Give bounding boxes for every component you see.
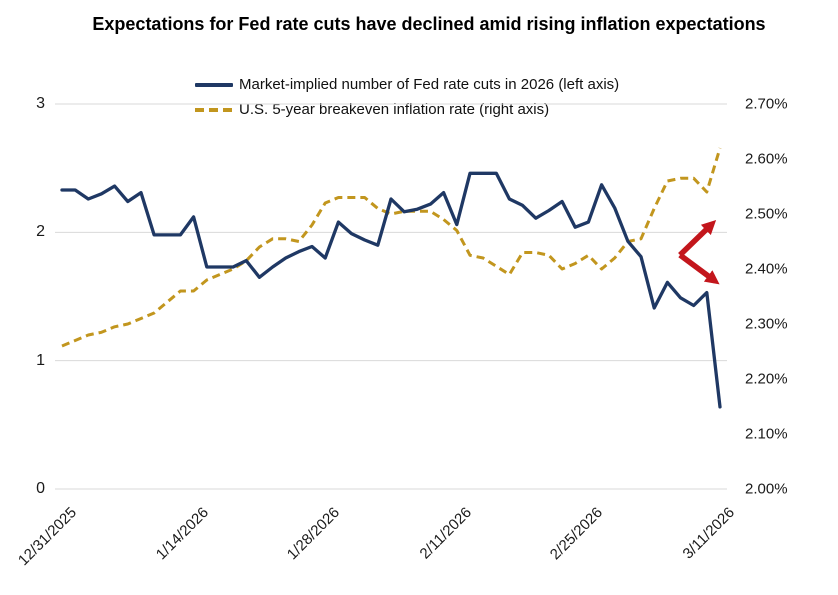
chart-title: Expectations for Fed rate cuts have decl… bbox=[92, 14, 766, 34]
left-axis-tick-label: 3 bbox=[36, 95, 45, 112]
left-axis-tick-label: 1 bbox=[36, 351, 45, 369]
right-axis-tick-label: 2.20% bbox=[745, 370, 788, 388]
solid-line-swatch-icon bbox=[195, 82, 233, 87]
legend-item-breakeven: U.S. 5-year breakeven inflation rate (ri… bbox=[195, 97, 619, 122]
legend-item-fed-cuts: Market-implied number of Fed rate cuts i… bbox=[195, 72, 619, 97]
right-axis-tick-label: 2.70% bbox=[745, 95, 788, 113]
legend-label-fed-cuts: Market-implied number of Fed rate cuts i… bbox=[239, 76, 620, 93]
right-axis-tick-label: 2.00% bbox=[745, 480, 788, 498]
right-axis-tick-label: 2.60% bbox=[745, 150, 788, 168]
right-axis-tick-label: 2.40% bbox=[745, 260, 788, 278]
legend: Market-implied number of Fed rate cuts i… bbox=[195, 72, 619, 122]
legend-label-breakeven: U.S. 5-year breakeven inflation rate (ri… bbox=[239, 101, 550, 118]
fed-cuts-line bbox=[60, 171, 722, 409]
dashed-line-swatch-icon bbox=[195, 107, 233, 112]
breakeven-line bbox=[61, 147, 722, 348]
right-axis-tick-label: 2.10% bbox=[745, 425, 788, 443]
left-axis-tick-label: 0 bbox=[36, 480, 45, 497]
gridlines bbox=[55, 103, 727, 490]
right-axis-tick-label: 2.30% bbox=[745, 315, 788, 333]
right-axis-tick-label: 2.50% bbox=[745, 205, 788, 223]
diverging-arrows-annotation bbox=[678, 220, 720, 285]
left-axis-tick-label: 2 bbox=[36, 223, 45, 241]
